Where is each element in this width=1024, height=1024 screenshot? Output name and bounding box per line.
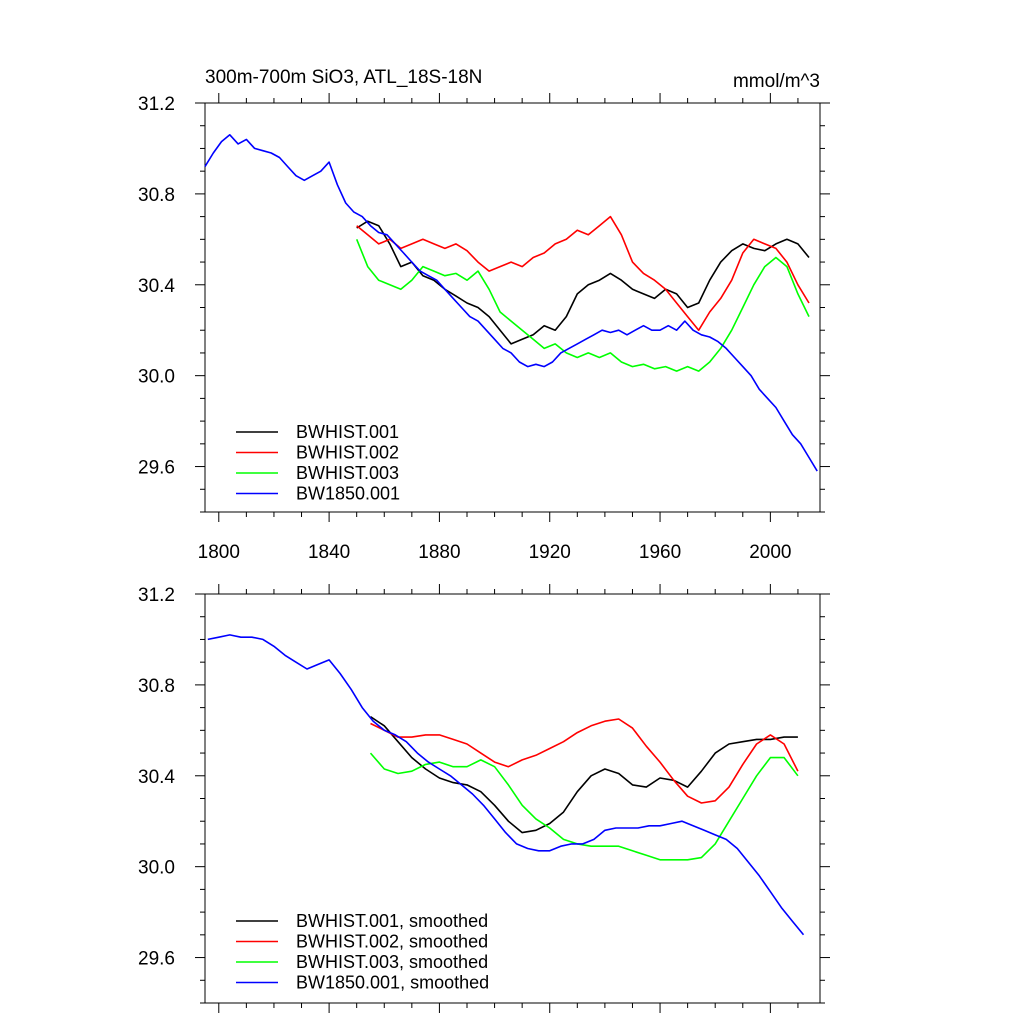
series-line	[370, 716, 798, 834]
y-tick-label: 30.8	[138, 185, 175, 206]
legend-label: BWHIST.001	[296, 422, 399, 442]
x-tick-label: 2000	[749, 542, 791, 563]
top-panel: 1800 1840 1880 1920 1960 2000 29.6 30.0 30.4 30.8…	[138, 67, 830, 563]
legend-label: BWHIST.002, smoothed	[296, 932, 488, 952]
x-tick-label: 1920	[529, 542, 571, 563]
x-tick-label: 1880	[418, 542, 460, 563]
legend-label: BWHIST.003	[296, 463, 399, 483]
x-tick-label: 1800	[198, 542, 240, 563]
y-tick-label: 30.4	[138, 767, 175, 788]
series-line	[204, 134, 818, 472]
y-tick-label: 30.0	[138, 367, 175, 388]
x-tick-label: 1840	[308, 542, 350, 563]
series-line	[355, 239, 810, 372]
legend-label: BWHIST.003, smoothed	[296, 952, 488, 972]
bottom-panel: 29.6 30.0 30.4 30.8 31.2 BWHIST.001, smoothed…	[138, 584, 830, 1013]
units-label: mmol/m^3	[733, 71, 820, 92]
y-tick-label: 30.4	[138, 276, 175, 297]
y-tick-label: 30.8	[138, 676, 175, 697]
series-line	[356, 215, 810, 332]
legend-label: BW1850.001	[296, 484, 400, 504]
chart-title: 300m-700m SiO3, ATL_18S-18N	[205, 67, 482, 88]
x-tick-label: 1960	[639, 542, 681, 563]
legend-label: BWHIST.002	[296, 443, 399, 463]
series-line	[369, 752, 799, 861]
series-line	[356, 220, 810, 345]
series-line	[370, 718, 799, 804]
y-tick-label: 30.0	[138, 858, 175, 879]
legend-label: BW1850.001, smoothed	[296, 973, 489, 993]
series-line	[207, 634, 805, 936]
y-tick-label: 31.2	[138, 94, 175, 115]
legend-label: BWHIST.001, smoothed	[296, 911, 488, 931]
y-tick-label: 29.6	[138, 949, 175, 970]
y-tick-label: 31.2	[138, 585, 175, 606]
y-tick-label: 29.6	[138, 458, 175, 479]
